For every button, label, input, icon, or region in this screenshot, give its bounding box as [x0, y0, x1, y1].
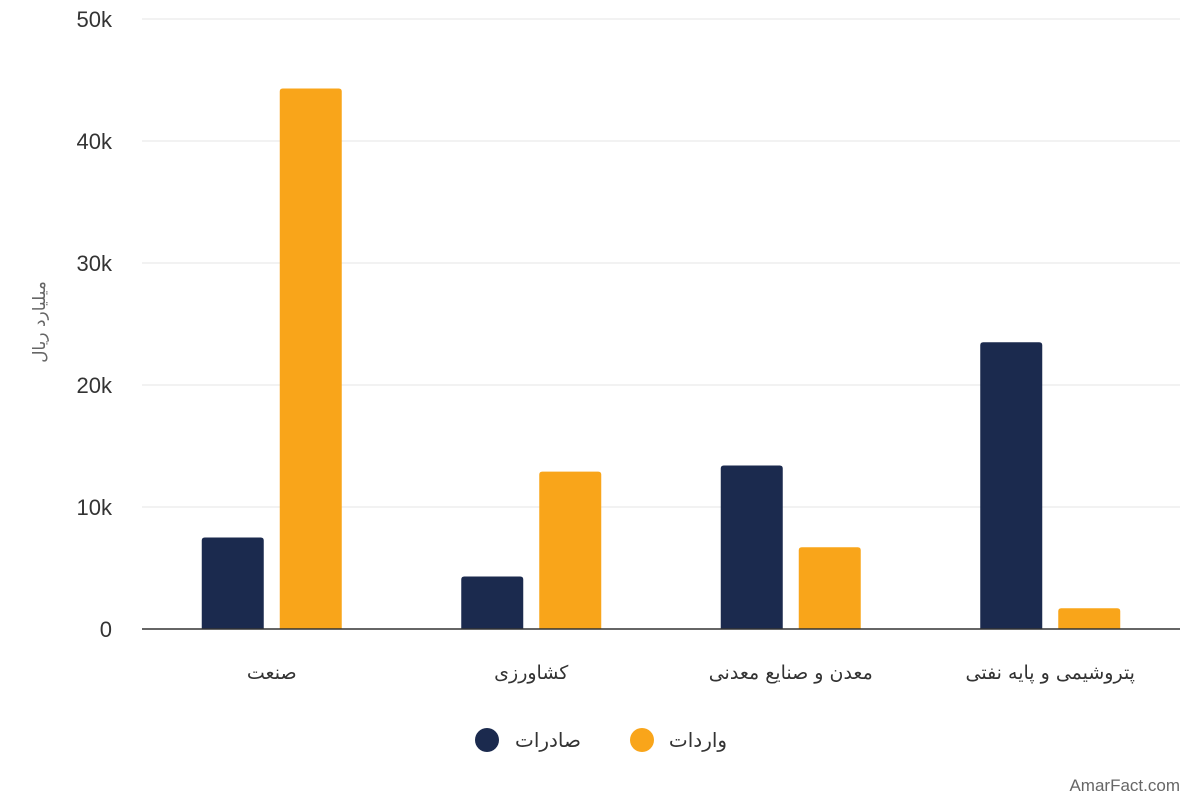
x-tick-label: صنعت [247, 662, 297, 684]
bar-exports-0 [201, 537, 264, 629]
y-tick-label: 30k [77, 251, 113, 276]
y-tick-label: 40k [77, 129, 113, 154]
legend: صادرات واردات [475, 728, 727, 752]
x-tick-label: معدن و صنایع معدنی [709, 662, 873, 684]
bars [201, 88, 1121, 630]
y-axis-ticks: 0 10k 20k 30k 40k 50k [77, 7, 113, 642]
legend-item-imports[interactable]: واردات [630, 728, 727, 752]
y-tick-label: 0 [100, 617, 112, 642]
y-tick-label: 20k [77, 373, 113, 398]
legend-label-imports: واردات [669, 728, 727, 752]
legend-swatch-imports [630, 728, 654, 752]
bar-exports-1 [461, 576, 524, 629]
y-tick-label: 10k [77, 495, 113, 520]
y-tick-label: 50k [77, 7, 113, 32]
y-axis-label: میلیارد ریال [30, 281, 50, 363]
bar-exports-3 [980, 342, 1043, 629]
bar-exports-2 [720, 465, 783, 629]
bar-imports-0 [279, 88, 342, 630]
legend-swatch-exports [475, 728, 499, 752]
bar-imports-1 [539, 471, 602, 629]
bar-imports-2 [798, 547, 861, 629]
legend-item-exports[interactable]: صادرات [475, 728, 581, 752]
bar-imports-3 [1058, 608, 1121, 629]
legend-label-exports: صادرات [515, 728, 581, 752]
x-tick-label: پتروشیمی و پایه نفتی [966, 662, 1135, 684]
x-tick-label: کشاورزی [494, 662, 569, 684]
watermark: AmarFact.com [1069, 776, 1180, 795]
x-axis-categories: صنعت کشاورزی معدن و صنایع معدنی پتروشیمی و … [247, 662, 1135, 684]
